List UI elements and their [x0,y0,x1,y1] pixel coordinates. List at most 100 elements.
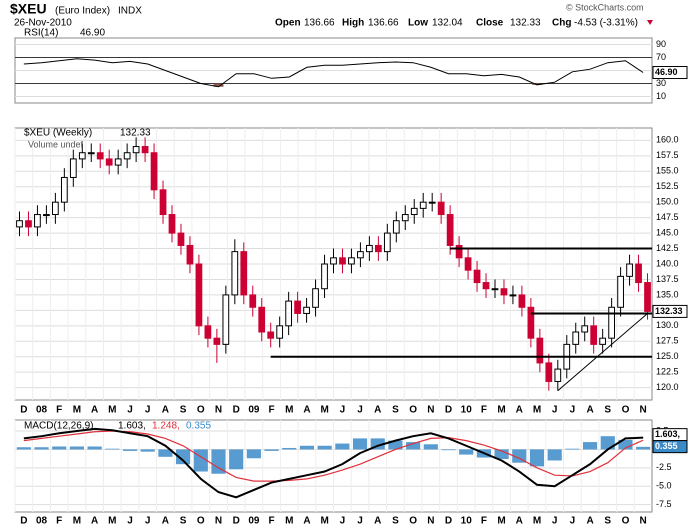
x-tick-label: D [20,516,27,527]
x-tick-label: N [215,516,222,527]
y-tick-label: 145.0 [656,227,679,237]
y-tick-label: 130.0 [656,320,679,330]
x-tick-label: J [570,405,576,416]
candle-body [43,214,50,217]
x-tick-label: J [357,516,363,527]
panel-label: MACD(12,26,9) [24,421,93,432]
histogram-bar [34,447,49,450]
panel-value: 46.90 [80,28,105,39]
y-tick-label: -2.5 [656,462,672,472]
y-tick-label: 137.5 [656,274,679,284]
hist-value: 0.355 [186,421,211,432]
x-tick-label: M [73,516,81,527]
x-tick-label: F [56,405,62,416]
candle-body [446,214,454,246]
candle-body [464,257,472,271]
histogram-bar [229,449,244,470]
candle-body [123,152,131,160]
x-tick-label: A [162,516,169,527]
x-tick-label: O [197,516,205,527]
x-tick-label: S [180,516,187,527]
x-tick-label: F [269,405,275,416]
x-tick-label: J [552,405,558,416]
candle-body [599,337,607,345]
candle-body [69,158,77,178]
y-tick-label: 160.0 [656,135,679,145]
candle-body [455,244,463,259]
histogram-bar [636,446,651,450]
histogram-bar [441,449,456,451]
candle-body [383,232,391,253]
x-tick-label: D [445,516,452,527]
value-box [652,66,688,80]
candle-body [16,220,23,228]
x-tick-label: M [108,405,116,416]
histogram-bar [16,447,31,450]
histogram-bar [246,449,261,459]
candle-body [392,220,400,234]
candle-body [258,306,266,333]
histogram-bar [459,449,474,455]
x-tick-label: O [622,405,630,416]
x-tick-label: 09 [248,405,260,416]
x-tick-label: S [180,405,187,416]
candle-body [204,325,212,339]
open-label: Open [275,18,301,29]
x-tick-label: 10 [461,405,473,416]
candle-body [330,257,337,265]
x-tick-label: N [427,405,434,416]
x-tick-label: J [127,405,133,416]
y-tick-label: 70 [656,52,666,62]
histogram-bar [565,448,580,450]
x-tick-label: M [320,405,328,416]
candle-body [267,331,275,339]
candle-body [177,232,185,246]
histogram-bar [87,446,102,450]
down-arrow [647,20,653,25]
candle-body [96,152,104,160]
histogram-bar [317,445,332,450]
candle-body [581,325,589,333]
histogram-bar [282,447,297,450]
panel-label: RSI(14) [24,28,58,39]
candle-body [428,201,436,204]
candle-body [626,263,633,277]
candle-body [419,201,427,209]
y-tick-label: 142.5 [656,243,679,253]
candle-body [231,251,239,296]
volume-note: Volume undef [28,139,84,149]
candle-body [321,263,328,290]
histogram-bar [264,449,279,451]
candle-body [132,146,140,154]
close: 132.33 [510,18,541,29]
x-tick-label: 09 [248,516,260,527]
candle-body [168,214,176,234]
x-tick-label: A [303,405,310,416]
candle-body [276,325,284,339]
histogram-bar [352,438,368,450]
y-tick-label: 122.5 [656,367,679,377]
x-tick-label: D [20,405,27,416]
y-tick-label: 10 [656,91,666,101]
candle-body [294,300,301,314]
x-tick-label: A [586,405,593,416]
x-tick-label: J [570,516,576,527]
candle-body [473,269,481,284]
x-tick-label: M [533,405,541,416]
histogram-bar [547,449,562,461]
x-tick-label: F [269,516,275,527]
candle-body [240,251,248,296]
x-tick-label: S [604,405,611,416]
x-tick-label: N [640,405,647,416]
x-tick-label: A [91,516,98,527]
x-tick-label: J [145,516,151,527]
candle-body [608,306,615,339]
candle-body [114,158,122,166]
candle-body [150,152,158,191]
x-tick-label: A [516,516,523,527]
histogram-bar [388,440,403,450]
y-tick-label: -7.5 [656,499,672,509]
histogram-bar [158,449,173,457]
x-tick-label: D [233,405,240,416]
